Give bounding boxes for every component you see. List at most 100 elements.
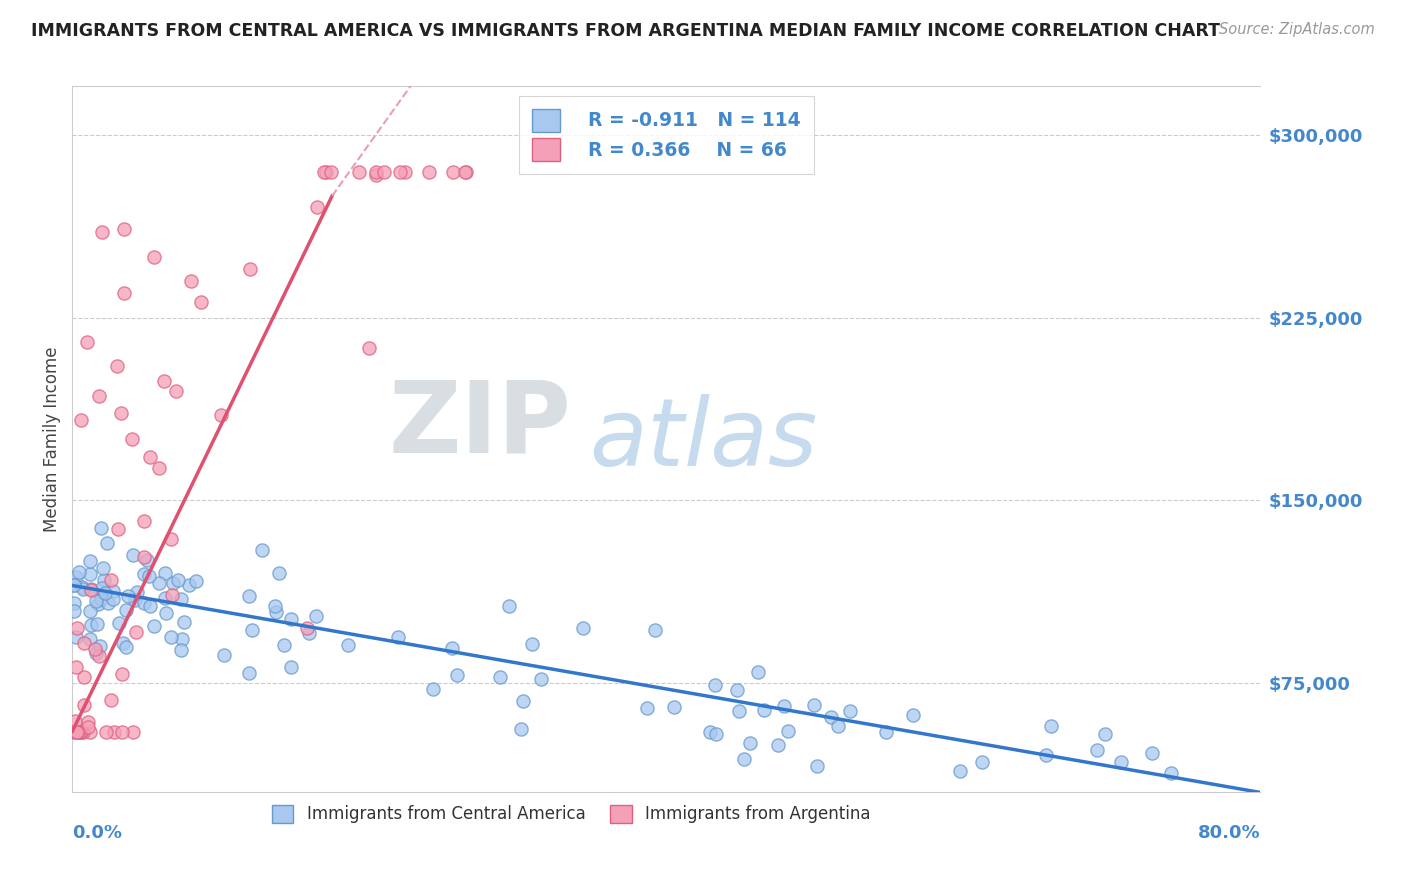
Point <box>530 672 553 686</box>
Point <box>63 596 86 610</box>
Point <box>70 581 93 595</box>
Point <box>93 573 115 587</box>
Point <box>209 408 232 422</box>
Y-axis label: Median Family Income: Median Family Income <box>44 347 60 533</box>
Text: 80.0%: 80.0% <box>1198 824 1260 842</box>
Point <box>86 593 108 607</box>
Point <box>62 724 84 739</box>
Point <box>138 450 160 464</box>
Point <box>704 677 727 691</box>
Point <box>357 341 380 355</box>
Legend: Immigrants from Central America, Immigrants from Argentina: Immigrants from Central America, Immigra… <box>264 798 877 830</box>
Point <box>66 621 89 635</box>
Point <box>138 569 160 583</box>
Point <box>132 514 155 528</box>
Point <box>307 200 329 214</box>
Point <box>101 584 124 599</box>
Point <box>520 637 543 651</box>
Point <box>364 168 387 182</box>
Point <box>509 722 531 736</box>
Point <box>112 222 135 236</box>
Point <box>125 585 148 599</box>
Point <box>79 604 101 618</box>
Text: ZIP: ZIP <box>388 376 571 474</box>
Point <box>148 575 170 590</box>
Point <box>454 164 477 178</box>
Point <box>165 384 187 398</box>
Point <box>135 553 157 567</box>
Point <box>155 606 177 620</box>
Point <box>69 724 91 739</box>
Point <box>314 164 336 178</box>
Point <box>295 621 318 635</box>
Point <box>298 626 321 640</box>
Point <box>827 719 849 733</box>
Point <box>105 359 128 374</box>
Point <box>454 164 477 178</box>
Point <box>100 573 122 587</box>
Point <box>240 623 263 637</box>
Point <box>238 589 260 603</box>
Point <box>803 698 825 712</box>
Point <box>76 334 98 349</box>
Point <box>103 724 125 739</box>
Point <box>73 698 96 712</box>
Point <box>90 226 112 240</box>
Point <box>77 714 100 729</box>
Point <box>132 566 155 581</box>
Point <box>488 669 510 683</box>
Point <box>159 630 181 644</box>
Point <box>97 596 120 610</box>
Point <box>273 638 295 652</box>
Point <box>441 641 464 656</box>
Point <box>212 648 235 662</box>
Point <box>63 603 86 617</box>
Text: IMMIGRANTS FROM CENTRAL AMERICA VS IMMIGRANTS FROM ARGENTINA MEDIAN FAMILY INCOM: IMMIGRANTS FROM CENTRAL AMERICA VS IMMIG… <box>31 22 1220 40</box>
Point <box>80 618 103 632</box>
Point <box>498 599 520 614</box>
Point <box>160 533 183 547</box>
Point <box>170 632 193 647</box>
Point <box>706 727 728 741</box>
Point <box>644 623 666 637</box>
Point <box>740 736 762 750</box>
Point <box>65 724 87 739</box>
Point <box>1087 742 1109 756</box>
Point <box>169 592 191 607</box>
Point <box>65 714 87 729</box>
Point <box>1035 748 1057 763</box>
Point <box>778 724 800 739</box>
Point <box>90 589 112 603</box>
Point <box>901 708 924 723</box>
Point <box>91 560 114 574</box>
Point <box>134 596 156 610</box>
Point <box>1039 719 1062 733</box>
Point <box>76 720 98 734</box>
Point <box>364 164 387 178</box>
Point <box>970 756 993 770</box>
Point <box>394 164 416 178</box>
Point <box>65 660 87 674</box>
Point <box>125 625 148 640</box>
Point <box>73 636 96 650</box>
Point <box>387 630 409 644</box>
Point <box>91 582 114 596</box>
Point <box>153 566 176 580</box>
Point <box>820 710 842 724</box>
Point <box>70 412 93 426</box>
Point <box>170 642 193 657</box>
Point <box>66 724 89 739</box>
Point <box>110 667 132 681</box>
Point <box>1094 727 1116 741</box>
Point <box>117 589 139 603</box>
Point <box>69 724 91 739</box>
Point <box>72 582 94 596</box>
Point <box>86 617 108 632</box>
Point <box>571 621 593 635</box>
Point <box>90 592 112 607</box>
Point <box>79 554 101 568</box>
Point <box>96 535 118 549</box>
Point <box>112 286 135 301</box>
Point <box>264 599 287 613</box>
Point <box>143 618 166 632</box>
